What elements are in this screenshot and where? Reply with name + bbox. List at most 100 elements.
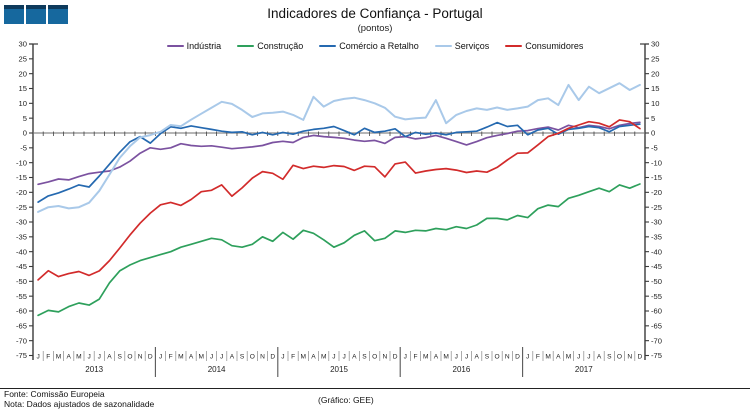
svg-text:J: J — [87, 354, 90, 361]
svg-text:F: F — [46, 354, 50, 361]
svg-text:-5: -5 — [20, 143, 27, 152]
svg-text:S: S — [117, 354, 122, 361]
svg-text:S: S — [240, 354, 245, 361]
svg-text:0: 0 — [651, 129, 655, 138]
legend-label: Comércio a Retalho — [339, 41, 419, 51]
svg-text:5: 5 — [651, 114, 655, 123]
svg-text:15: 15 — [651, 84, 659, 93]
footer-note: Nota: Dados ajustados de sazonalidade — [4, 398, 155, 409]
legend-swatch — [319, 44, 337, 48]
svg-text:-40: -40 — [651, 247, 662, 256]
svg-text:J: J — [404, 354, 407, 361]
legend-item-ind-stria: Indústria — [166, 41, 221, 51]
svg-text:25: 25 — [19, 54, 27, 63]
svg-text:O: O — [127, 354, 132, 361]
svg-text:D: D — [148, 354, 153, 361]
svg-text:S: S — [362, 354, 367, 361]
svg-text:M: M — [199, 354, 205, 361]
legend-swatch — [166, 44, 184, 48]
svg-text:-75: -75 — [651, 351, 662, 360]
svg-text:J: J — [332, 354, 335, 361]
svg-text:O: O — [495, 354, 500, 361]
svg-text:-55: -55 — [16, 292, 27, 301]
logo-square — [26, 5, 46, 24]
svg-text:-50: -50 — [651, 277, 662, 286]
svg-text:N: N — [627, 354, 632, 361]
svg-text:-10: -10 — [651, 158, 662, 167]
svg-text:J: J — [36, 354, 39, 361]
svg-text:D: D — [393, 354, 398, 361]
svg-text:O: O — [372, 354, 377, 361]
svg-text:J: J — [281, 354, 284, 361]
svg-text:5: 5 — [23, 114, 27, 123]
svg-text:15: 15 — [19, 84, 27, 93]
svg-text:O: O — [617, 354, 622, 361]
svg-text:A: A — [352, 354, 357, 361]
svg-text:J: J — [455, 354, 458, 361]
footer-source-note: Fonte: Comissão Europeia Nota: Dados aju… — [4, 389, 155, 409]
footer-source: Fonte: Comissão Europeia — [4, 389, 105, 399]
legend-swatch — [505, 44, 523, 48]
svg-text:10: 10 — [19, 99, 27, 108]
svg-text:-5: -5 — [651, 143, 658, 152]
legend-label: Serviços — [454, 41, 490, 51]
svg-text:S: S — [485, 354, 490, 361]
logo-square — [4, 5, 24, 24]
svg-text:2017: 2017 — [575, 365, 593, 374]
svg-text:2015: 2015 — [330, 365, 348, 374]
svg-text:S: S — [607, 354, 612, 361]
svg-text:2016: 2016 — [453, 365, 471, 374]
svg-text:J: J — [526, 354, 529, 361]
svg-text:-75: -75 — [16, 351, 27, 360]
svg-text:D: D — [638, 354, 643, 361]
svg-text:-35: -35 — [651, 232, 662, 241]
svg-text:-40: -40 — [16, 247, 27, 256]
svg-text:-70: -70 — [16, 336, 27, 345]
svg-text:A: A — [434, 354, 439, 361]
chart-legend: Indústria Construção Comércio a Retalho Ser… — [0, 41, 750, 51]
svg-text:A: A — [474, 354, 479, 361]
svg-text:-35: -35 — [16, 232, 27, 241]
svg-text:A: A — [556, 354, 561, 361]
gee-logo — [4, 5, 68, 24]
svg-text:-10: -10 — [16, 158, 27, 167]
svg-text:N: N — [260, 354, 265, 361]
svg-text:M: M — [301, 354, 307, 361]
legend-item-com-rcio-a-retalho: Comércio a Retalho — [319, 41, 419, 51]
legend-label: Consumidores — [525, 41, 584, 51]
svg-text:N: N — [138, 354, 143, 361]
svg-text:-15: -15 — [651, 173, 662, 182]
svg-text:M: M — [443, 354, 449, 361]
svg-text:M: M — [545, 354, 551, 361]
logo-square — [48, 5, 68, 24]
svg-text:30: 30 — [19, 40, 27, 49]
svg-text:2014: 2014 — [208, 365, 226, 374]
svg-text:-70: -70 — [651, 336, 662, 345]
svg-text:M: M — [423, 354, 429, 361]
svg-text:-45: -45 — [651, 262, 662, 271]
svg-text:F: F — [536, 354, 540, 361]
svg-text:-65: -65 — [651, 321, 662, 330]
svg-text:M: M — [321, 354, 327, 361]
svg-text:J: J — [577, 354, 580, 361]
svg-text:A: A — [311, 354, 316, 361]
svg-text:-65: -65 — [16, 321, 27, 330]
footer-divider — [0, 388, 750, 389]
svg-text:2013: 2013 — [85, 365, 103, 374]
svg-text:A: A — [66, 354, 71, 361]
svg-text:-45: -45 — [16, 262, 27, 271]
svg-text:-25: -25 — [16, 203, 27, 212]
legend-item-servi-os: Serviços — [434, 41, 490, 51]
svg-text:J: J — [159, 354, 162, 361]
svg-text:A: A — [230, 354, 235, 361]
footer-credit: (Gráfico: GEE) — [318, 395, 374, 405]
svg-text:0: 0 — [23, 129, 27, 138]
svg-text:M: M — [56, 354, 62, 361]
svg-text:J: J — [465, 354, 468, 361]
svg-text:D: D — [270, 354, 275, 361]
svg-text:A: A — [597, 354, 602, 361]
svg-text:A: A — [107, 354, 112, 361]
svg-text:O: O — [250, 354, 255, 361]
